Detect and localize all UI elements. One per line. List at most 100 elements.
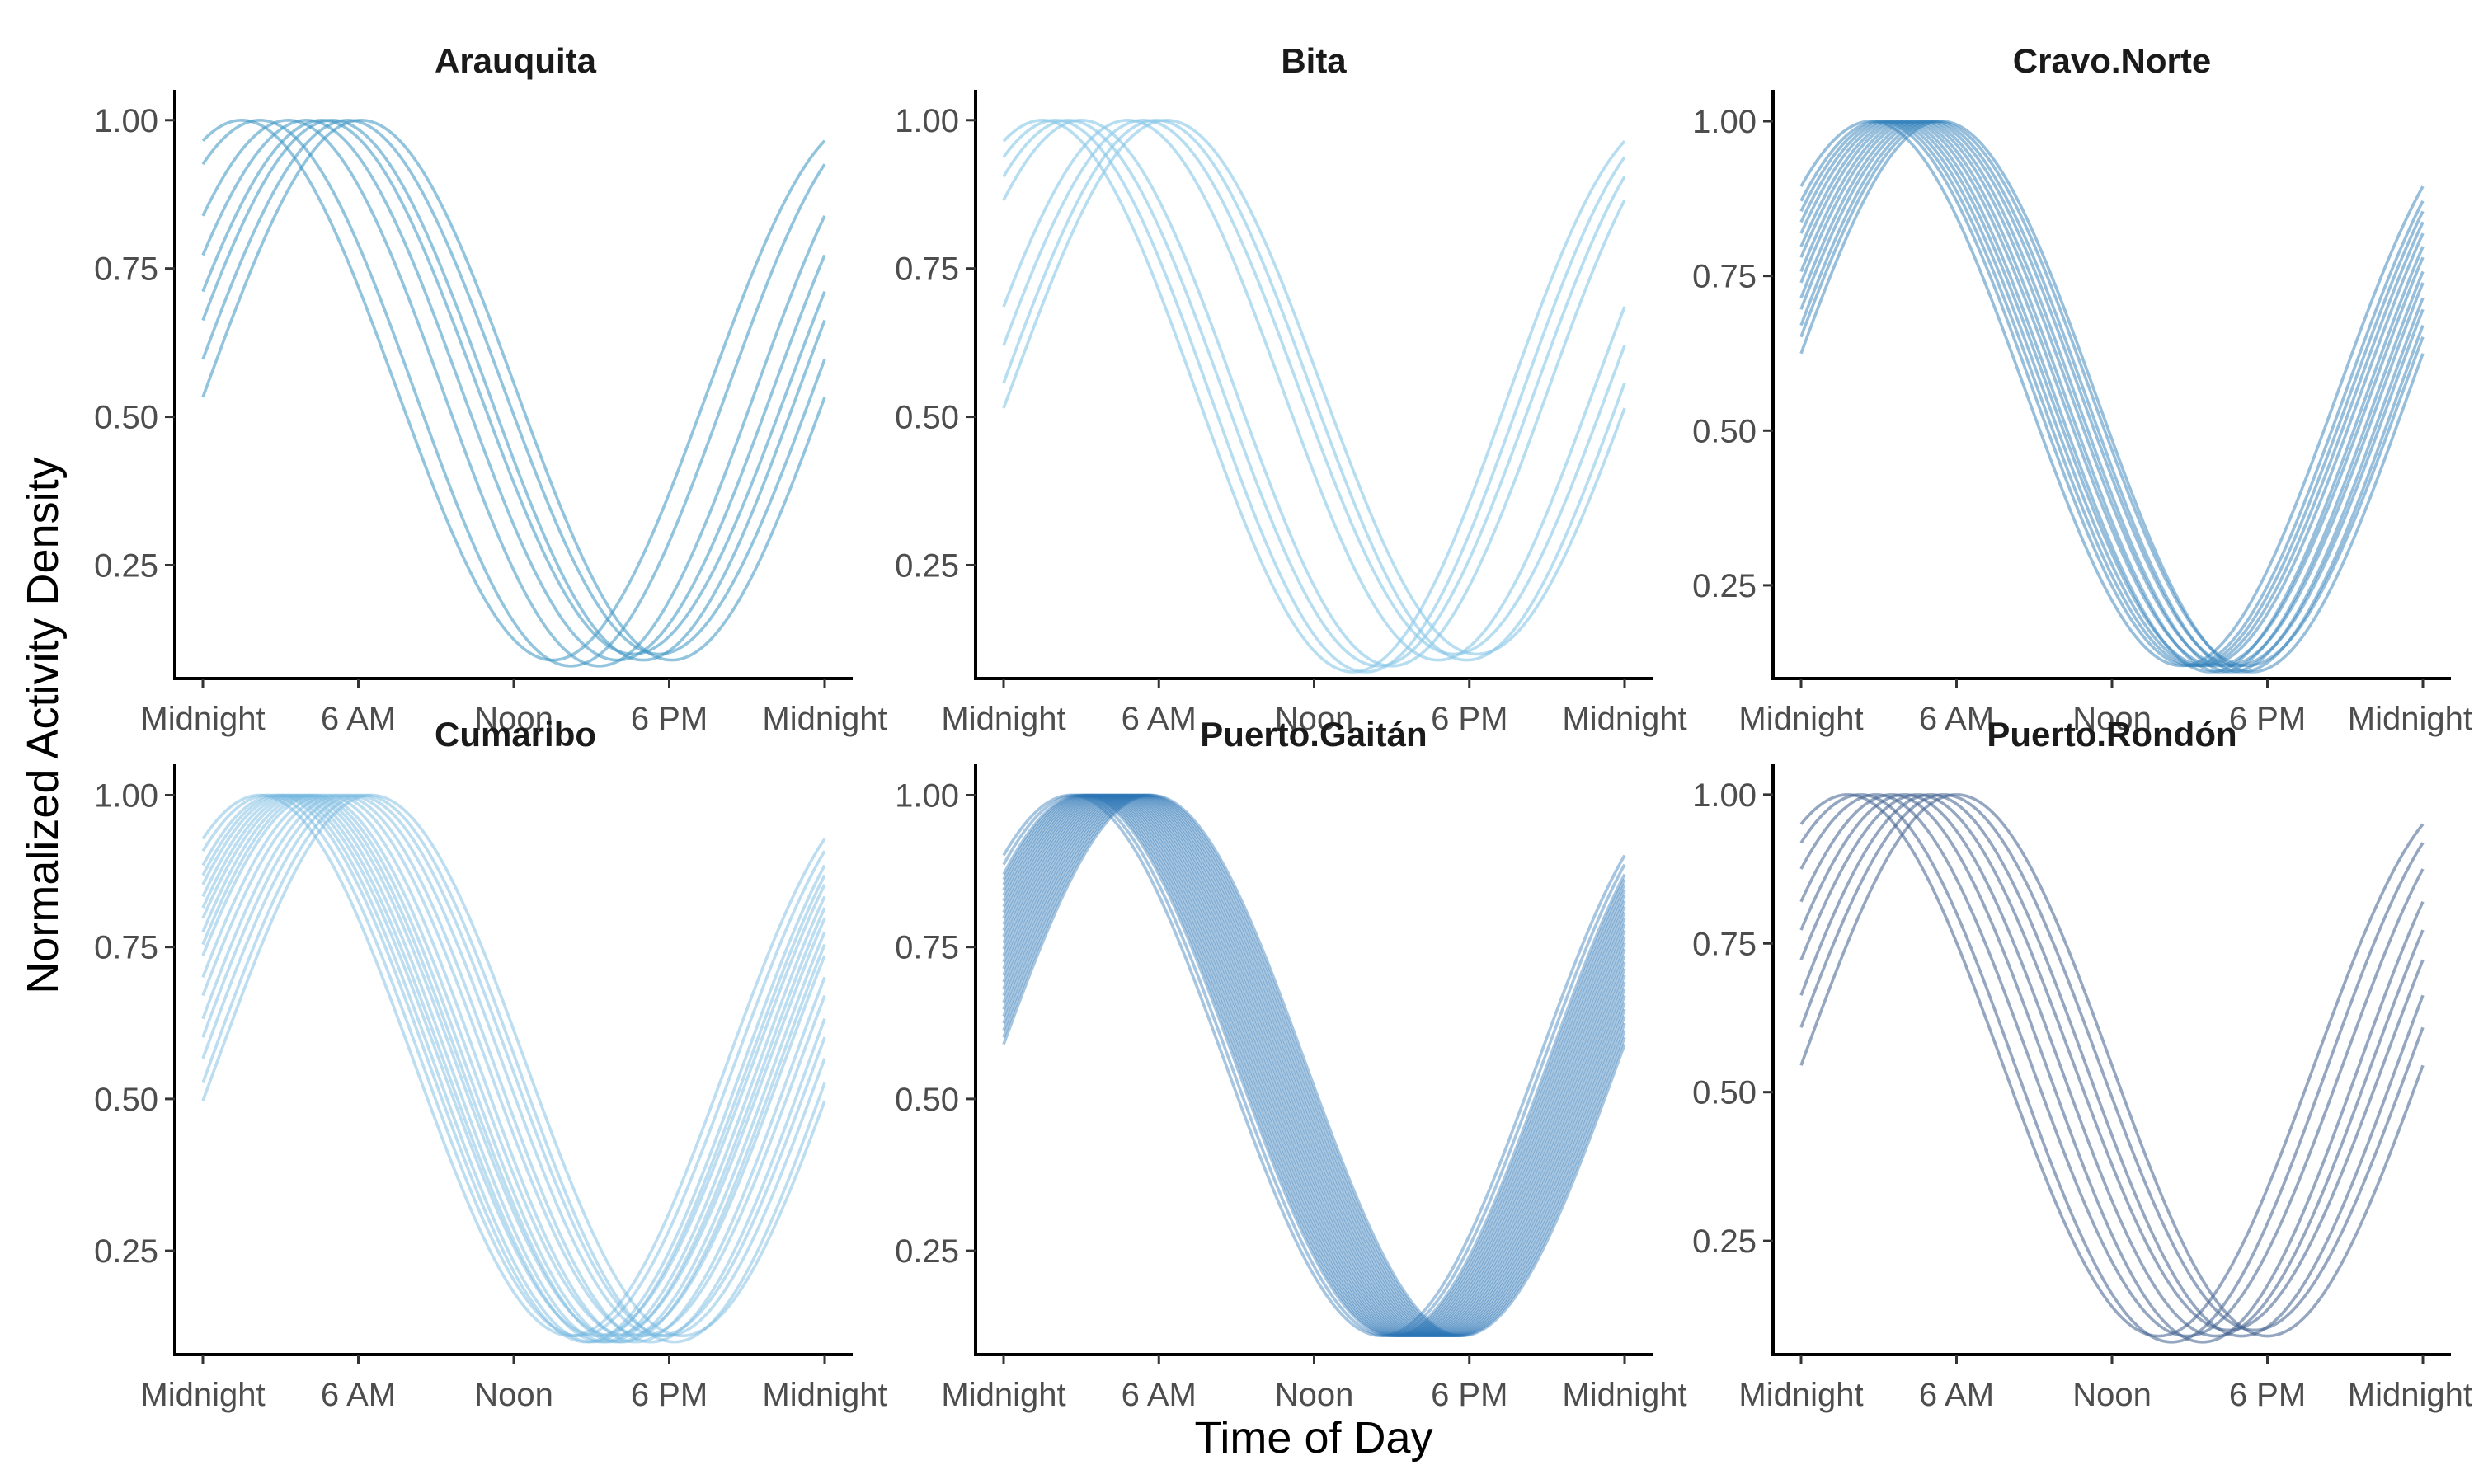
series-line-4	[201, 793, 826, 1344]
series-line-12	[1799, 120, 2425, 674]
series-line-2	[1002, 793, 1626, 1338]
series-line-3	[1799, 793, 2425, 1338]
facet-panel-3: Cravo.Norte 0.25 0.50 0.75 1.00 Midnight 6 AM N…	[1692, 41, 2472, 737]
series-line-25	[1002, 793, 1626, 1338]
series-line-5	[201, 793, 826, 1338]
y-tick-label: 0.50	[94, 400, 158, 436]
panel-title: Cravo.Norte	[2013, 41, 2211, 80]
series-line-9	[1799, 120, 2425, 668]
x-tick-label: 6 PM	[2229, 701, 2306, 737]
y-tick-label: 0.75	[94, 251, 158, 288]
series-line-4	[1002, 793, 1626, 1338]
y-tick-label: 1.00	[1692, 104, 1757, 140]
y-tick-label: 0.25	[895, 1233, 959, 1270]
series-line-7	[1799, 793, 2425, 1338]
y-tick-label: 0.25	[94, 547, 158, 584]
facet-panels: Arauquita 0.25 0.50 0.75 1.00 Midnight 6 AM Noo…	[94, 41, 2472, 1413]
series-group	[1799, 120, 2425, 674]
y-tick-label: 0.50	[1692, 1075, 1757, 1111]
series-line-10	[201, 793, 826, 1344]
x-tick-label: Midnight	[941, 1377, 1065, 1413]
series-group	[201, 118, 826, 668]
series-line-13	[1002, 793, 1626, 1338]
series-line-6	[1002, 793, 1626, 1338]
series-line-18	[1002, 793, 1626, 1338]
series-line-23	[1002, 793, 1626, 1338]
series-line-2	[1799, 793, 2425, 1344]
x-tick-label: Midnight	[140, 701, 265, 737]
x-tick-label: 6 PM	[1431, 701, 1507, 737]
x-tick-label: Noon	[2072, 701, 2152, 737]
series-line-14	[201, 793, 826, 1344]
series-line-9	[201, 793, 826, 1344]
series-line-29	[1002, 793, 1626, 1338]
series-line-9	[1002, 793, 1626, 1338]
series-group	[201, 793, 826, 1344]
y-tick-label: 0.50	[1692, 413, 1757, 449]
series-line-1	[201, 118, 826, 662]
panel-title: Arauquita	[435, 41, 597, 80]
panel-title: Bita	[1281, 41, 1347, 80]
x-tick-label: 6 AM	[1919, 701, 1994, 737]
series-line-12	[201, 793, 826, 1344]
y-tick-label: 0.75	[1692, 259, 1757, 295]
x-tick-label: 6 PM	[631, 701, 708, 737]
y-tick-label: 0.50	[895, 400, 959, 436]
series-line-8	[201, 793, 826, 1338]
series-line-14	[1002, 793, 1626, 1338]
series-line-7	[1002, 793, 1626, 1338]
series-line-16	[1002, 793, 1626, 1338]
y-tick-label: 1.00	[1692, 777, 1757, 814]
x-tick-label: 6 AM	[1122, 701, 1197, 737]
y-tick-label: 0.75	[895, 251, 959, 288]
y-tick-label: 0.75	[94, 930, 158, 966]
series-line-5	[1002, 793, 1626, 1338]
panel-title: Cumaribo	[435, 715, 596, 754]
x-tick-label: Midnight	[762, 1377, 887, 1413]
series-line-10	[1002, 793, 1626, 1338]
series-line-7	[201, 793, 826, 1344]
series-line-1	[1799, 120, 2425, 668]
x-tick-label: Midnight	[762, 701, 887, 737]
y-tick-label: 0.75	[895, 930, 959, 966]
series-line-7	[1002, 118, 1626, 662]
series-line-6	[201, 793, 826, 1344]
series-line-15	[201, 793, 826, 1338]
series-line-1	[1002, 118, 1626, 674]
x-tick-label: Midnight	[140, 1377, 265, 1413]
facet-panel-4: Cumaribo 0.25 0.50 0.75 1.00 Midnight 6 AM Noon…	[94, 715, 887, 1413]
series-line-2	[201, 793, 826, 1338]
series-line-16	[201, 793, 826, 1338]
series-line-21	[1002, 793, 1626, 1338]
series-line-8	[1002, 793, 1626, 1338]
series-line-18	[201, 793, 826, 1338]
y-tick-label: 0.25	[94, 1233, 158, 1270]
series-line-11	[1002, 793, 1626, 1338]
series-line-1	[201, 793, 826, 1338]
series-line-8	[201, 118, 826, 662]
series-group	[1002, 793, 1626, 1338]
series-line-26	[1002, 793, 1626, 1338]
y-tick-label: 0.25	[895, 547, 959, 584]
series-line-15	[1002, 793, 1626, 1338]
series-line-6	[1799, 793, 2425, 1332]
series-line-13	[1799, 120, 2425, 668]
facet-panel-6: Puerto.Rondón 0.25 0.50 0.75 1.00 Midnight 6 A…	[1692, 715, 2472, 1413]
series-line-30	[1002, 793, 1626, 1338]
series-line-3	[201, 793, 826, 1344]
y-tick-label: 1.00	[895, 103, 959, 139]
x-tick-label: 6 AM	[1919, 1377, 1994, 1413]
series-group	[1799, 793, 2425, 1344]
facet-panel-1: Arauquita 0.25 0.50 0.75 1.00 Midnight 6 AM Noo…	[94, 41, 887, 737]
series-line-22	[1002, 793, 1626, 1338]
series-line-3	[1002, 793, 1626, 1338]
series-line-19	[1002, 793, 1626, 1338]
series-line-8	[1799, 793, 2425, 1332]
y-tick-label: 1.00	[895, 777, 959, 814]
series-line-24	[1002, 793, 1626, 1338]
x-tick-label: Midnight	[1562, 1377, 1686, 1413]
y-tick-label: 1.00	[94, 103, 158, 139]
series-line-1	[1799, 793, 2425, 1338]
series-line-28	[1002, 793, 1626, 1338]
